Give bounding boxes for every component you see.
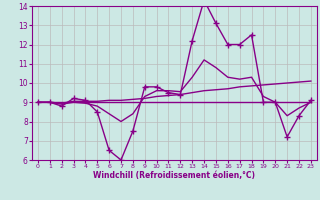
X-axis label: Windchill (Refroidissement éolien,°C): Windchill (Refroidissement éolien,°C)	[93, 171, 255, 180]
